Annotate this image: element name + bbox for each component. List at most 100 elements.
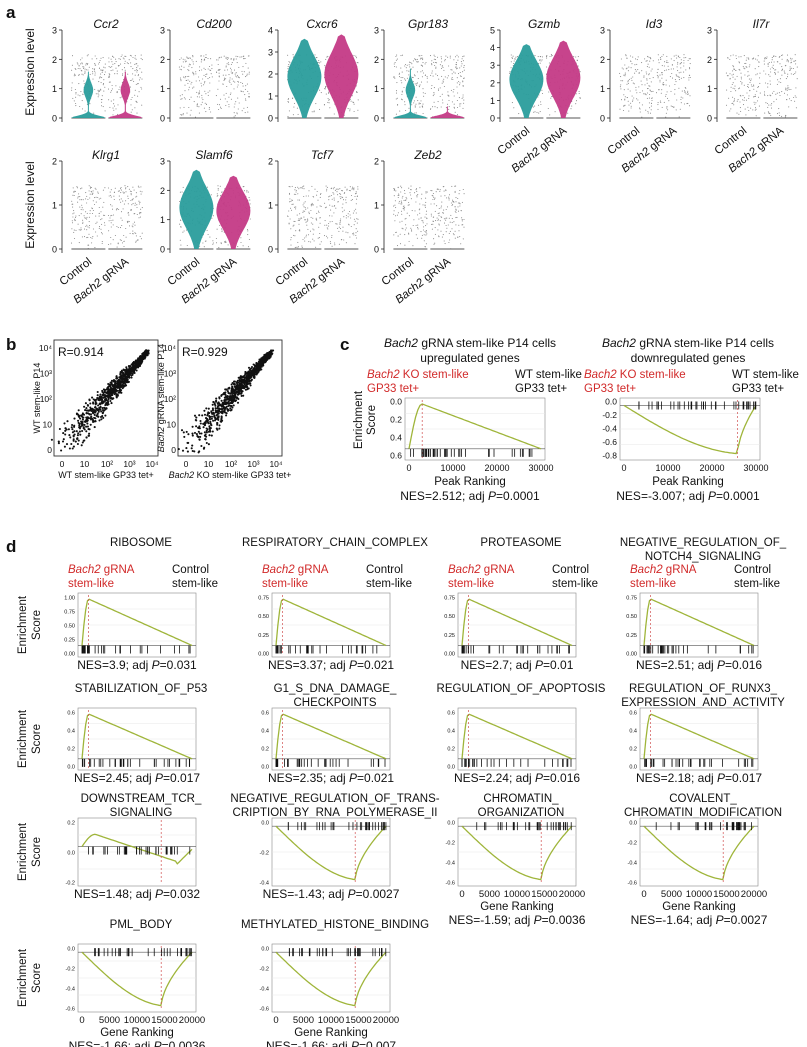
gene-point — [131, 362, 134, 365]
cell-dot — [182, 113, 184, 115]
cell-dot — [751, 58, 753, 60]
cell-dot — [98, 67, 101, 69]
cell-dot — [210, 194, 212, 196]
cell-dot — [448, 106, 450, 108]
cell-dot — [401, 71, 403, 73]
cell-dot — [103, 201, 105, 203]
cell-dot — [132, 73, 134, 75]
cell-dot — [78, 64, 80, 67]
cell-dot — [670, 90, 672, 92]
cell-dot — [249, 199, 251, 201]
cell-dot — [223, 77, 226, 79]
cell-dot — [85, 62, 87, 64]
y-tick-label: 1 — [160, 84, 165, 94]
cell-dot — [624, 64, 626, 66]
cell-dot — [191, 81, 193, 83]
cell-dot — [97, 191, 99, 193]
cell-dot — [680, 77, 682, 79]
cell-dot — [315, 246, 317, 248]
cell-dot — [187, 82, 189, 84]
gene-point — [107, 382, 110, 386]
cell-dot — [101, 71, 103, 73]
cell-dot — [650, 81, 652, 83]
cell-dot — [740, 72, 742, 74]
cell-dot — [764, 94, 766, 97]
cell-dot — [312, 204, 314, 206]
cell-dot — [687, 59, 689, 62]
cell-dot — [89, 186, 92, 188]
y-tick-label: 3 — [600, 26, 605, 36]
cell-dot — [769, 94, 771, 96]
cell-dot — [456, 77, 458, 79]
cell-dot — [100, 69, 102, 71]
gene-point — [100, 410, 103, 413]
gene-point — [63, 445, 66, 448]
cell-dot — [418, 218, 420, 220]
cell-dot — [441, 61, 443, 63]
cell-dot — [415, 188, 418, 190]
cell-dot — [293, 106, 295, 108]
cell-dot — [210, 111, 212, 113]
cell-dot — [83, 228, 86, 230]
cell-dot — [288, 185, 290, 188]
cell-dot — [410, 227, 412, 229]
cell-dot — [410, 68, 412, 70]
cell-dot — [343, 192, 345, 195]
cell-dot — [402, 228, 404, 230]
cell-dot — [641, 62, 643, 64]
cell-dot — [443, 69, 445, 71]
cell-dot — [88, 185, 90, 187]
cell-dot — [345, 217, 347, 219]
cell-dot — [414, 75, 416, 77]
cell-dot — [181, 65, 183, 67]
cell-dot — [401, 187, 403, 189]
cell-dot — [424, 204, 426, 206]
gene-title: Gzmb — [528, 17, 560, 31]
gene-point — [115, 377, 118, 380]
cell-dot — [301, 217, 303, 219]
cell-dot — [308, 213, 310, 215]
correlation-label: R=0.914 — [58, 345, 104, 359]
gene-point — [114, 392, 117, 395]
cell-dot — [458, 193, 460, 195]
gene-point — [121, 371, 124, 374]
cell-dot — [778, 56, 780, 58]
gene-point — [62, 438, 65, 441]
cell-dot — [323, 104, 325, 106]
cell-dot — [795, 60, 797, 62]
gene-point — [229, 407, 232, 410]
cell-dot — [408, 70, 410, 72]
cell-dot — [318, 60, 320, 62]
cell-dot — [688, 79, 690, 81]
gene-point — [108, 392, 111, 395]
cell-dot — [204, 102, 206, 104]
cell-dot — [454, 185, 456, 187]
gene-point — [115, 375, 118, 378]
cell-dot — [786, 87, 789, 89]
cell-dot — [732, 73, 734, 75]
cell-dot — [217, 188, 219, 190]
gene-point — [216, 407, 219, 410]
cell-dot — [83, 80, 85, 82]
gene-point — [217, 418, 220, 421]
cell-dot — [339, 222, 341, 224]
cell-dot — [675, 74, 677, 76]
gene-point — [193, 431, 197, 434]
cell-dot — [137, 65, 139, 67]
cell-dot — [110, 243, 112, 245]
cell-dot — [458, 230, 460, 232]
cell-dot — [141, 104, 143, 106]
cell-dot — [742, 104, 745, 106]
cell-dot — [89, 210, 91, 212]
cell-dot — [77, 223, 79, 225]
cell-dot — [416, 196, 418, 198]
cell-dot — [78, 229, 80, 231]
cell-dot — [184, 77, 186, 79]
violin-shape — [179, 169, 214, 249]
cell-dot — [311, 185, 313, 187]
gene-point — [200, 432, 203, 435]
cell-dot — [579, 97, 581, 100]
cell-dot — [733, 101, 735, 103]
cell-dot — [326, 188, 328, 190]
cell-dot — [644, 93, 646, 95]
